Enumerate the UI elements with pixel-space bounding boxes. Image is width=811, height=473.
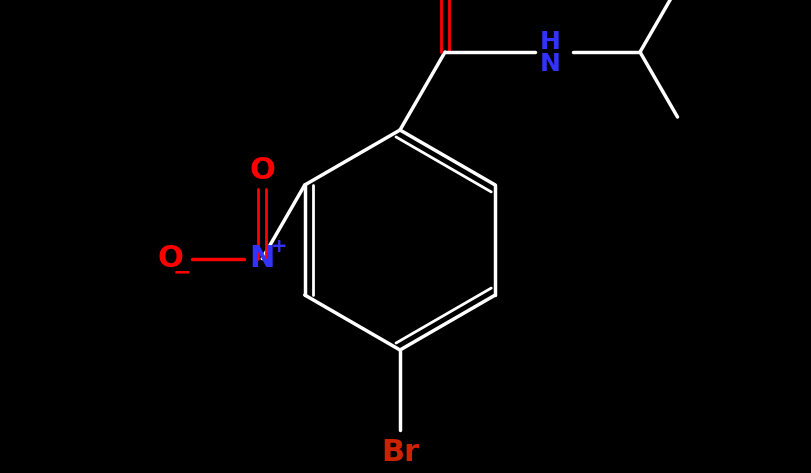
Text: H: H: [539, 30, 560, 54]
Text: N: N: [539, 52, 560, 76]
Text: +: +: [271, 237, 287, 256]
Text: N: N: [249, 244, 275, 273]
Text: O: O: [249, 156, 275, 185]
Text: −: −: [173, 263, 191, 282]
Text: O: O: [157, 244, 183, 273]
Text: Br: Br: [380, 438, 418, 466]
